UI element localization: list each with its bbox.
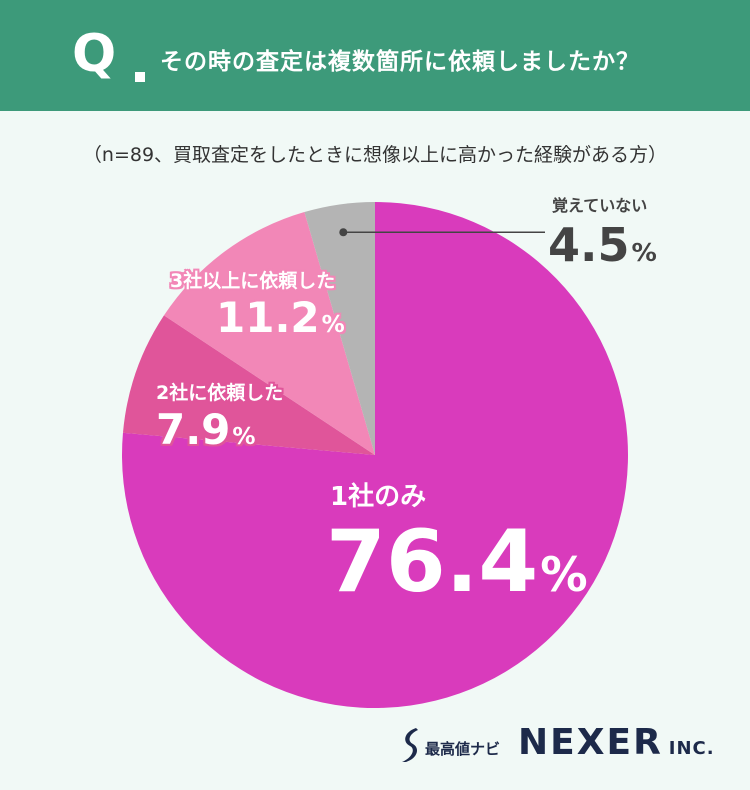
q-dot [135,72,145,82]
sample-note: （n=89、買取査定をしたときに想像以上に高かった経験がある方） [82,144,668,166]
label-dont-remember: 覚えていない 4.5% [548,192,657,268]
slice-label-2: 2社に依頼した [156,382,284,404]
pie-slice-4 [304,202,375,455]
site-logo-text: 最高値ナビ [425,740,501,758]
slice-value-3: 11.2% [216,293,345,342]
pie-slice-1 [121,202,628,709]
slice-label-3: 3社以上に依頼した [170,270,336,292]
label-only-one-company: 1社のみ 76.4% [326,476,588,605]
label-three-plus-companies: 3社以上に依頼した 11.2% [170,266,345,339]
slice-label-1: 1社のみ [330,482,427,512]
slice-value-4: 4.5% [548,218,657,272]
question-header: Q その時の査定は複数箇所に依頼しましたか？ [0,0,750,111]
pie-slice-3 [163,212,375,455]
pie-slice-2 [122,315,375,455]
q-label: Q [72,24,117,84]
label-two-companies: 2社に依頼した 7.9% [156,378,283,451]
leader-dot [339,228,348,237]
question-text: その時の査定は複数箇所に依頼しましたか？ [160,49,640,75]
slice-label-4: 覚えていない [552,196,648,215]
slice-value-1: 76.4% [326,512,588,612]
slice-value-2: 7.9% [156,405,256,454]
site-logo-icon [402,728,418,762]
company-logo: NEXER INC. [518,722,715,763]
